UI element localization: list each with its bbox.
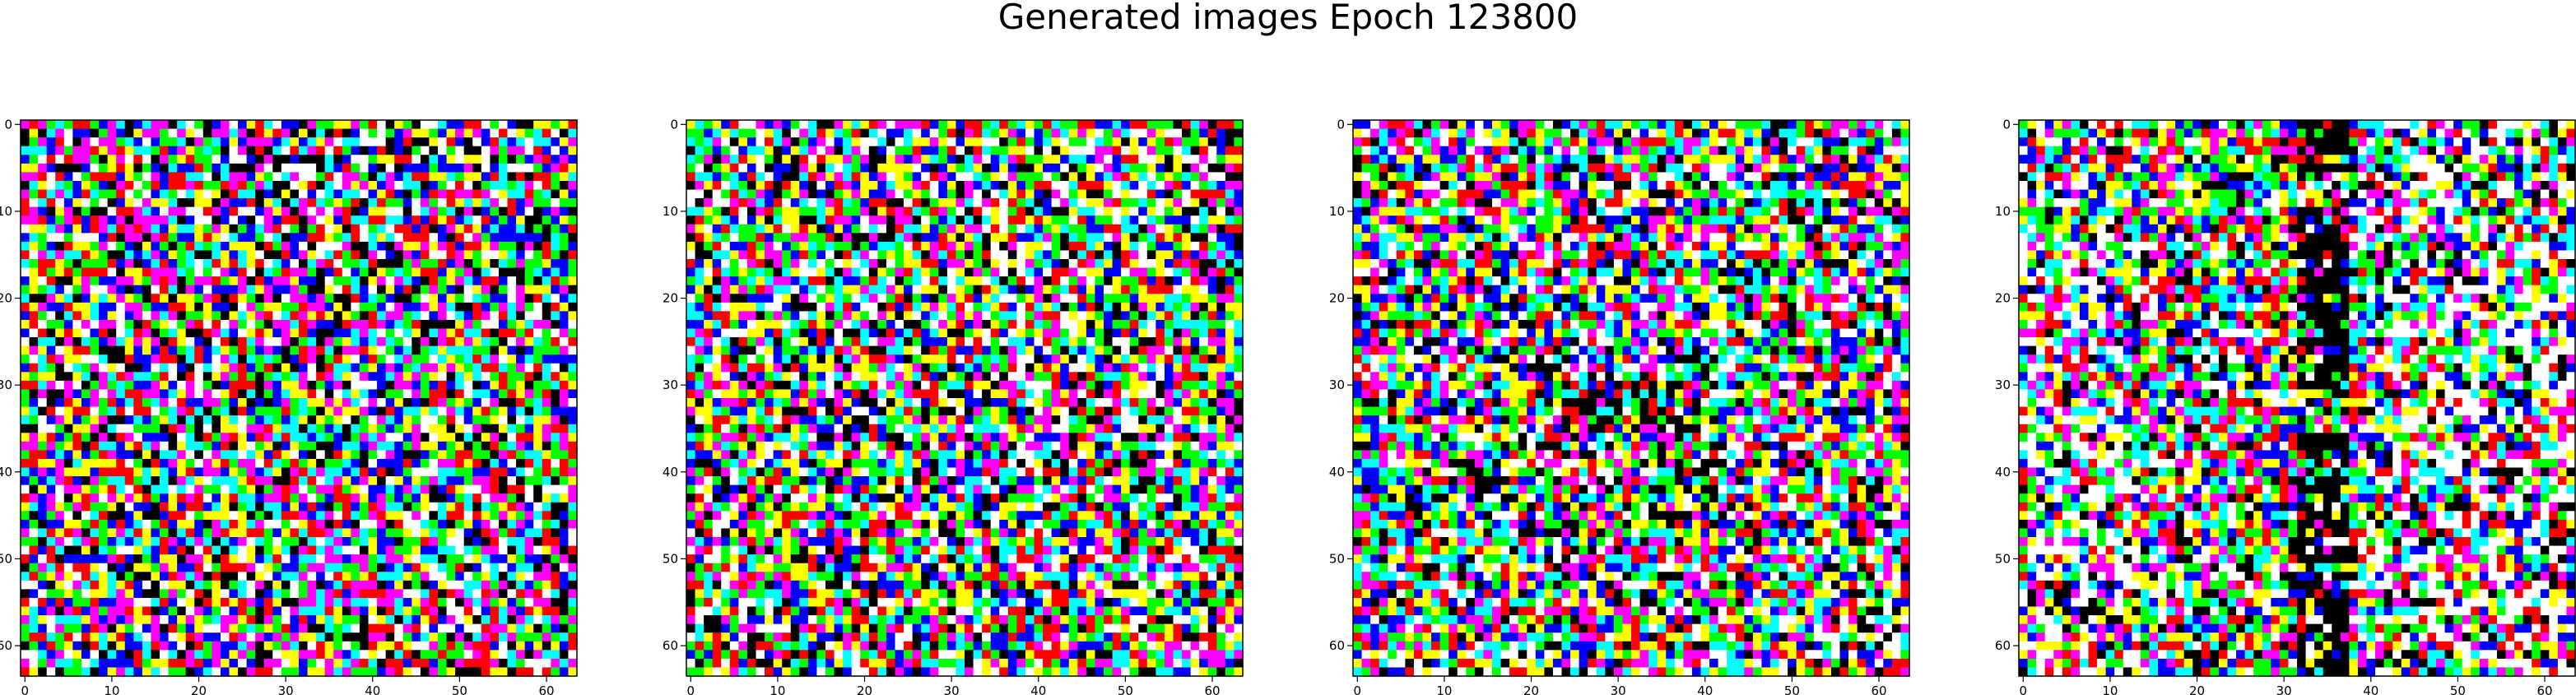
- panel-3-pixels: [1353, 120, 1910, 677]
- panel-4-ytick-label-60: 60: [1995, 638, 2011, 653]
- panel-4-xtick-label-20: 20: [2189, 683, 2205, 695]
- panel-3-ytick-label-20: 20: [1329, 291, 1345, 306]
- panel-4-xtick-label-0: 0: [2020, 683, 2028, 695]
- panel-2-ytick-label-40: 40: [663, 465, 678, 480]
- panel-4-xtick-label-40: 40: [2363, 683, 2378, 695]
- panel-3-frame: [1352, 119, 1910, 677]
- panel-2-xtick-label-0: 0: [687, 683, 695, 695]
- panel-2-frame: [686, 119, 1244, 677]
- panel-1-ytick-label-30: 30: [0, 378, 12, 392]
- image-panel-2: 0 10 20 30 40 50 60 0 10 20 30 40 50 60: [663, 117, 1244, 695]
- panel-3-ytick-label-50: 50: [1329, 551, 1345, 566]
- panel-4-xtick-label-30: 30: [2276, 683, 2292, 695]
- panel-2-xtick-label-60: 60: [1204, 683, 1220, 695]
- panel-2-ytick-label-50: 50: [663, 551, 678, 566]
- panel-3-xtick-label-10: 10: [1436, 683, 1452, 695]
- panel-3-ytick-label-10: 10: [1329, 204, 1345, 219]
- panel-3-xtick-label-50: 50: [1784, 683, 1800, 695]
- panel-1-pixels: [21, 120, 578, 677]
- panel-1-ytick-label-60: 60: [0, 638, 12, 653]
- panel-3-xtick-label-20: 20: [1523, 683, 1539, 695]
- panel-1-xtick-label-10: 10: [104, 683, 119, 695]
- panel-2-ytick-label-60: 60: [663, 638, 678, 653]
- panel-2-ytick-label-30: 30: [663, 378, 678, 392]
- image-panel-3: 0 10 20 30 40 50 60 0 10 20 30 40 50 60: [1329, 117, 1910, 695]
- panel-4-frame: [2018, 119, 2576, 677]
- panel-1-xtick-label-40: 40: [365, 683, 380, 695]
- panel-1-frame: [20, 119, 578, 677]
- panel-4-xtick-label-50: 50: [2450, 683, 2466, 695]
- panel-1-xtick-label-0: 0: [21, 683, 30, 695]
- panel-1-ytick-label-20: 20: [0, 291, 12, 306]
- panel-4-ytick-label-10: 10: [1995, 204, 2011, 219]
- panel-2-xtick-label-30: 30: [944, 683, 960, 695]
- panel-1-ytick-label-0: 0: [4, 117, 12, 132]
- panel-1-ytick-label-10: 10: [0, 204, 12, 219]
- panel-1-xtick-label-30: 30: [278, 683, 294, 695]
- panel-4-pixels: [2019, 120, 2576, 677]
- panel-1-ytick-label-40: 40: [0, 465, 12, 480]
- panel-2-ytick-label-10: 10: [663, 204, 678, 219]
- figure-title: Generated images Epoch 123800: [997, 0, 1579, 37]
- panel-1-xtick-label-50: 50: [452, 683, 467, 695]
- panel-4-ytick-label-30: 30: [1995, 378, 2011, 392]
- panel-4-ytick-label-40: 40: [1995, 465, 2011, 480]
- panel-1-ytick-label-50: 50: [0, 551, 12, 566]
- panel-4-ytick-label-50: 50: [1995, 551, 2011, 566]
- panel-1-xtick-label-60: 60: [538, 683, 554, 695]
- panel-2-xtick-label-50: 50: [1118, 683, 1133, 695]
- panel-4-ytick-label-20: 20: [1995, 291, 2011, 306]
- image-panel-1: 0 10 20 30 40 50 60 0 10 20 30 40 50 60: [0, 117, 578, 695]
- panel-2-ytick-label-0: 0: [670, 117, 678, 132]
- panel-2-xtick-label-10: 10: [770, 683, 785, 695]
- panel-2-xtick-label-40: 40: [1030, 683, 1046, 695]
- panel-2-xtick-label-20: 20: [857, 683, 872, 695]
- panel-3-ytick-label-30: 30: [1329, 378, 1345, 392]
- panel-3-xtick-label-60: 60: [1871, 683, 1886, 695]
- panel-2-ytick-label-20: 20: [663, 291, 678, 306]
- panel-4-xtick-label-60: 60: [2536, 683, 2552, 695]
- panel-3-ytick-label-0: 0: [1337, 117, 1345, 132]
- panel-3-ytick-label-40: 40: [1329, 465, 1345, 480]
- panel-4-xtick-label-10: 10: [2102, 683, 2118, 695]
- panel-1-xtick-label-20: 20: [191, 683, 207, 695]
- panel-3-ytick-label-60: 60: [1329, 638, 1345, 653]
- panel-3-xtick-label-0: 0: [1354, 683, 1362, 695]
- image-panel-4: 0 10 20 30 40 50 60 0 10 20 30 40 50 60: [1995, 117, 2576, 695]
- panel-3-xtick-label-40: 40: [1697, 683, 1713, 695]
- panel-3-xtick-label-30: 30: [1611, 683, 1626, 695]
- panel-2-pixels: [686, 120, 1244, 677]
- panel-4-ytick-label-0: 0: [2002, 117, 2011, 132]
